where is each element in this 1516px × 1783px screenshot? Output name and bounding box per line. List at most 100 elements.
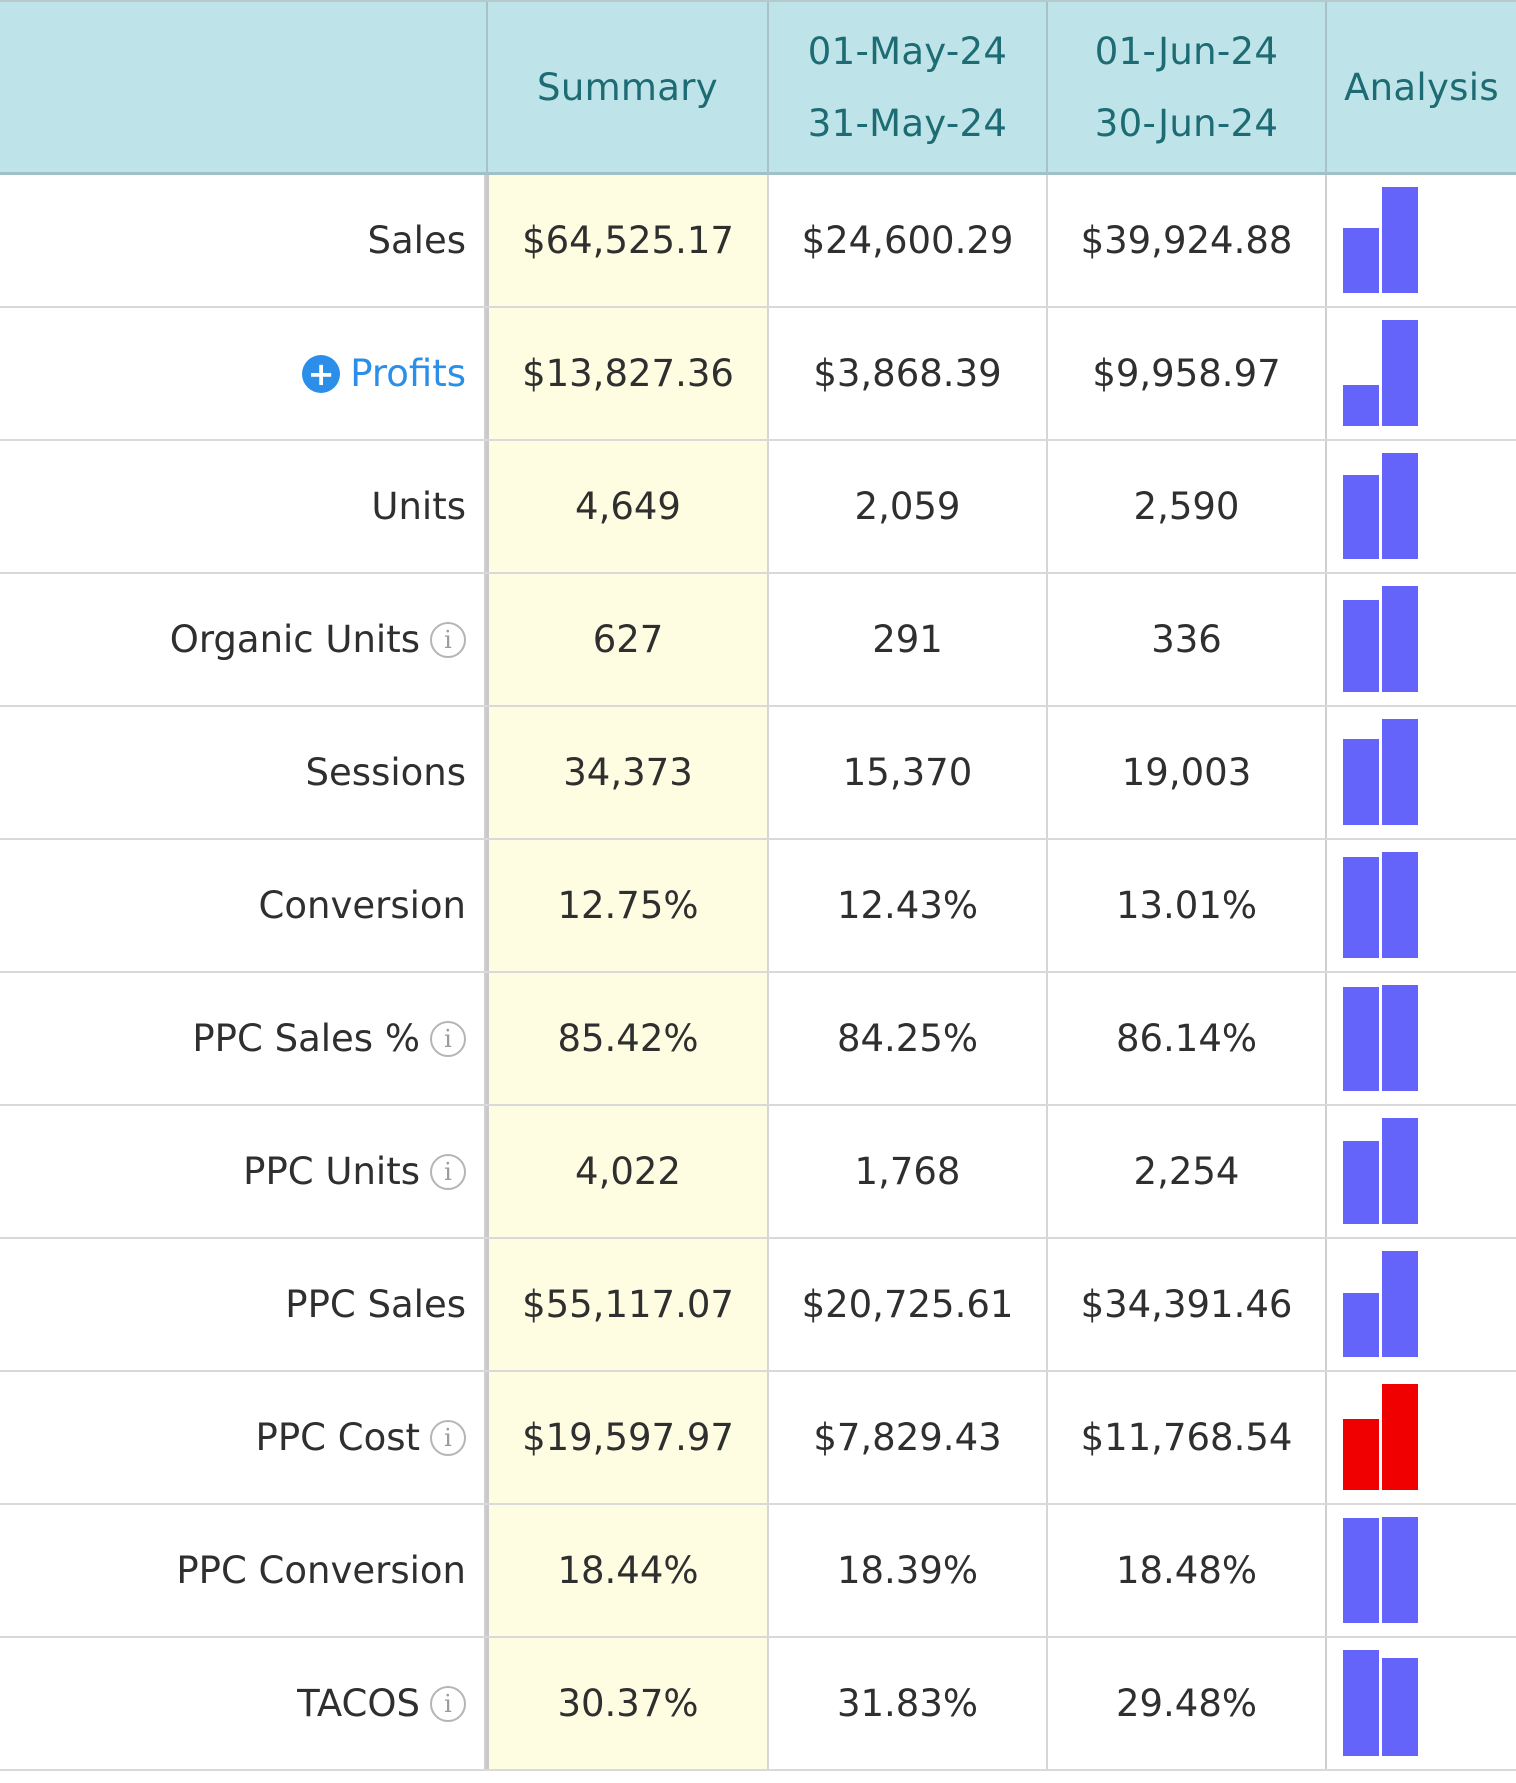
sparkline-chart [1343, 719, 1423, 825]
period-2-value-cell: 2,254 [1046, 1106, 1325, 1237]
metric-label-cell[interactable]: + Profits [0, 308, 486, 439]
summary-value: 30.37% [557, 1682, 699, 1725]
period-2-value: 29.48% [1115, 1682, 1258, 1725]
header-blank-cell [0, 2, 486, 174]
summary-value: $64,525.17 [522, 219, 734, 262]
metric-label-cell: PPC Sales % i [0, 973, 486, 1104]
metric-label-wrap: TACOS i [297, 1682, 466, 1725]
metric-label-wrap: + Profits [302, 352, 466, 395]
header-period-may: 01-May-24 31-May-24 [767, 2, 1046, 174]
table-row: PPC Conversion 18.44% 18.39% 18.48% [0, 1505, 1516, 1638]
period-2-value: 13.01% [1115, 884, 1258, 927]
period-2-value-cell: $9,958.97 [1046, 308, 1325, 439]
sparkline-chart [1343, 985, 1423, 1091]
period-2-value: $39,924.88 [1080, 219, 1293, 262]
analysis-cell [1325, 1638, 1516, 1769]
analysis-cell [1325, 840, 1516, 971]
sparkline-bar-period-1 [1343, 1518, 1379, 1623]
sparkline-chart [1343, 1517, 1423, 1623]
period-1-value-cell: 291 [767, 574, 1046, 705]
period-1-value: 31.83% [836, 1682, 979, 1725]
table-row: PPC Units i 4,022 1,768 2,254 [0, 1106, 1516, 1239]
metric-label-wrap: Sessions [306, 751, 466, 794]
period-2-value-cell: 19,003 [1046, 707, 1325, 838]
period-1-value-cell: $3,868.39 [767, 308, 1046, 439]
period-1-value: $3,868.39 [813, 352, 1002, 395]
metric-label-cell: PPC Cost i [0, 1372, 486, 1503]
metric-label: Units [371, 485, 466, 528]
period-1-value-cell: 18.39% [767, 1505, 1046, 1636]
summary-value-cell: 12.75% [486, 840, 767, 971]
period-1-value: 12.43% [836, 884, 979, 927]
summary-value: $13,827.36 [522, 352, 734, 395]
table-row: PPC Sales % i 85.42% 84.25% 86.14% [0, 973, 1516, 1106]
period-1-value-cell: 12.43% [767, 840, 1046, 971]
analysis-cell [1325, 308, 1516, 439]
period-1-value: 84.25% [836, 1017, 979, 1060]
sparkline-chart [1343, 852, 1423, 958]
period-2-value-cell: 18.48% [1046, 1505, 1325, 1636]
info-icon[interactable]: i [430, 621, 466, 658]
metric-label-cell: PPC Units i [0, 1106, 486, 1237]
sparkline-chart [1343, 1251, 1423, 1357]
metric-label: Sales [367, 219, 466, 262]
sparkline-bar-period-1 [1343, 857, 1379, 958]
period-2-value: $11,768.54 [1080, 1416, 1293, 1459]
expand-plus-icon[interactable]: + [302, 354, 341, 393]
metric-label: PPC Cost [255, 1416, 420, 1459]
sparkline-chart [1343, 320, 1423, 426]
metric-label-wrap: Units [371, 485, 466, 528]
metric-label: PPC Sales [285, 1283, 466, 1326]
info-icon[interactable]: i [430, 1020, 466, 1057]
metric-label-cell: PPC Sales [0, 1239, 486, 1370]
table-row: PPC Sales $55,117.07 $20,725.61 $34,391.46 [0, 1239, 1516, 1372]
table-row: Sessions 34,373 15,370 19,003 [0, 707, 1516, 840]
metric-label-cell: Sessions [0, 707, 486, 838]
sparkline-bar-period-1 [1343, 228, 1379, 293]
period-2-value-cell: 336 [1046, 574, 1325, 705]
period-2-value-cell: 2,590 [1046, 441, 1325, 572]
metric-label[interactable]: Profits [350, 352, 466, 395]
period-2-value: $9,958.97 [1092, 352, 1281, 395]
period-1-value-cell: 84.25% [767, 973, 1046, 1104]
analysis-cell [1325, 707, 1516, 838]
table-header: Summary 01-May-24 31-May-24 01-Jun-24 30… [0, 0, 1516, 175]
summary-value-cell: 34,373 [486, 707, 767, 838]
sparkline-bar-period-2 [1382, 1118, 1418, 1224]
summary-value-cell: 85.42% [486, 973, 767, 1104]
metric-label-cell: Units [0, 441, 486, 572]
table-row: Conversion 12.75% 12.43% 13.01% [0, 840, 1516, 973]
period-end: 31-May-24 [807, 102, 1008, 145]
period-1-value-cell: $7,829.43 [767, 1372, 1046, 1503]
period-1-value-cell: $20,725.61 [767, 1239, 1046, 1370]
summary-value-cell: $55,117.07 [486, 1239, 767, 1370]
info-icon[interactable]: i [430, 1685, 466, 1722]
period-1-value: 18.39% [836, 1549, 979, 1592]
metric-label-wrap: PPC Units i [243, 1150, 466, 1193]
metric-label-cell: TACOS i [0, 1638, 486, 1769]
period-1-value: $24,600.29 [801, 219, 1014, 262]
metric-label-cell: Organic Units i [0, 574, 486, 705]
period-2-value-cell: $34,391.46 [1046, 1239, 1325, 1370]
period-2-value: 2,590 [1133, 485, 1240, 528]
metric-label-wrap: PPC Cost i [256, 1416, 466, 1459]
metric-label-wrap: Organic Units i [170, 618, 466, 661]
sparkline-bar-period-1 [1343, 385, 1379, 426]
analysis-cell [1325, 1372, 1516, 1503]
info-icon[interactable]: i [430, 1153, 466, 1190]
info-icon[interactable]: i [430, 1419, 466, 1456]
metric-label-wrap: PPC Conversion [176, 1549, 466, 1592]
sparkline-bar-period-2 [1382, 1384, 1418, 1490]
sparkline-bar-period-1 [1343, 1293, 1379, 1357]
analysis-cell [1325, 441, 1516, 572]
sparkline-chart [1343, 187, 1423, 293]
period-2-value-cell: $39,924.88 [1046, 175, 1325, 306]
header-summary: Summary [486, 2, 767, 174]
header-summary-label: Summary [537, 66, 718, 109]
metric-label-cell: PPC Conversion [0, 1505, 486, 1636]
sparkline-chart [1343, 1118, 1423, 1224]
metric-label-cell: Sales [0, 175, 486, 306]
sparkline-bar-period-1 [1343, 1419, 1379, 1490]
metric-label-wrap: Sales [368, 219, 466, 262]
